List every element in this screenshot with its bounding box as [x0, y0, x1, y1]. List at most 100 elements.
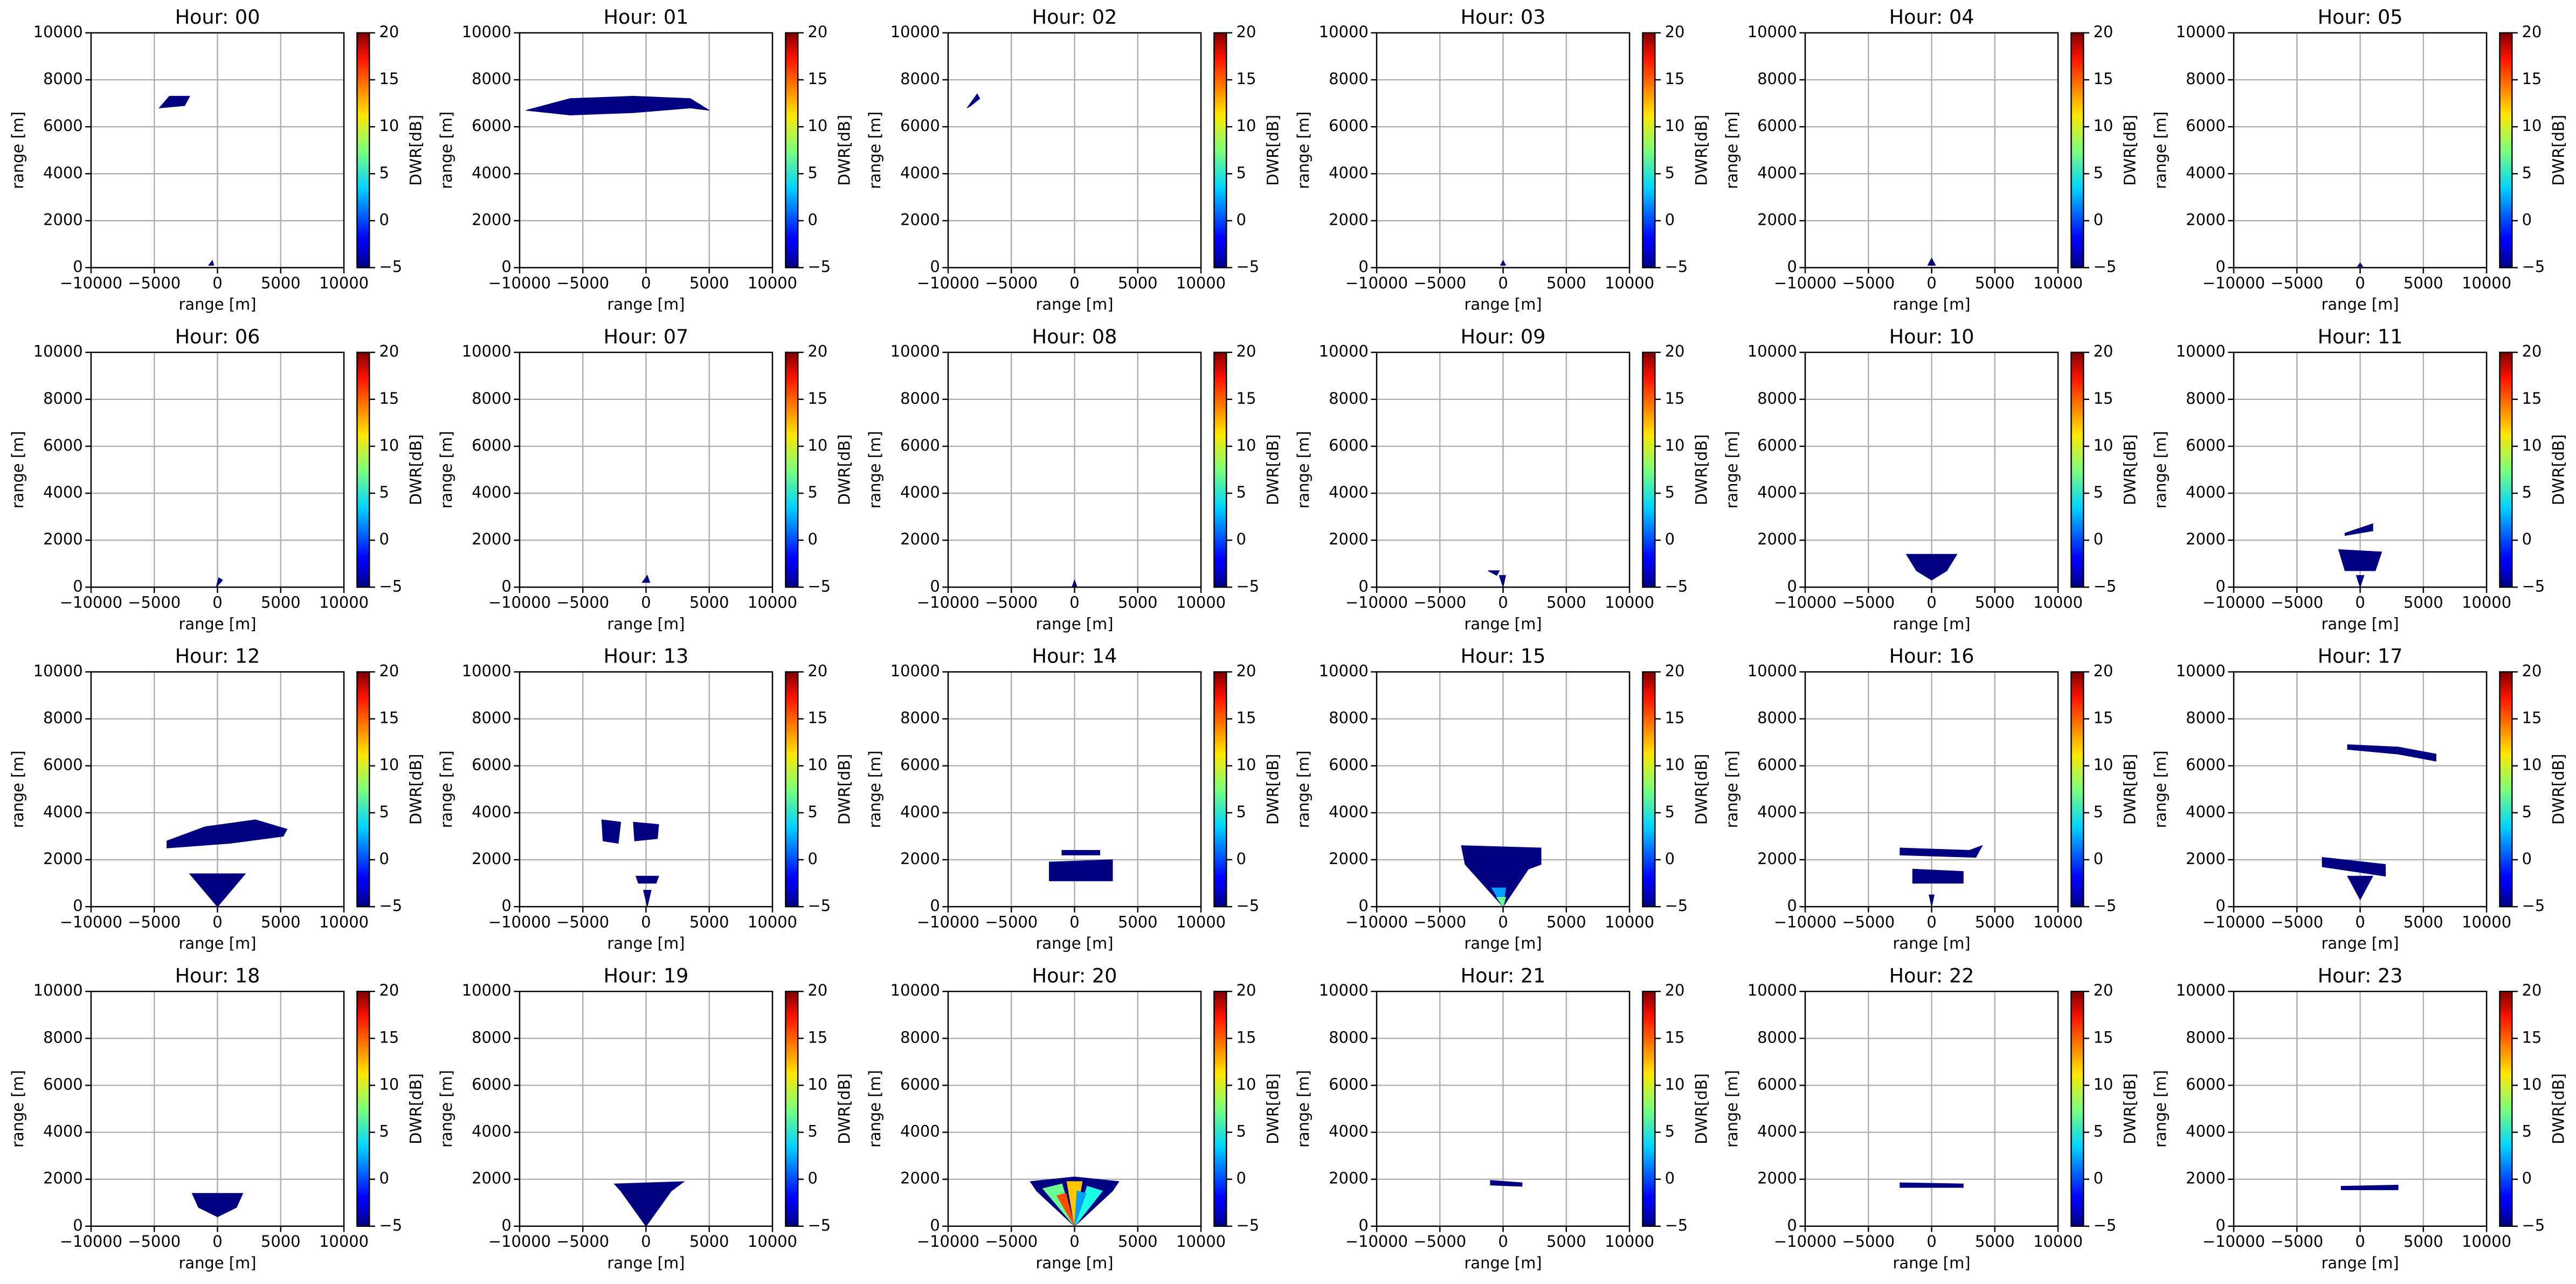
y-tick-label: 4000: [1757, 163, 1797, 182]
y-tick-label: 8000: [900, 70, 940, 88]
colorbar: [2499, 351, 2513, 588]
y-tick-label: 2000: [2186, 1169, 2226, 1188]
subplot: Hour: 05 −10000 −5000 0 5000 10000 0 2000 4000 60…: [2151, 5, 2568, 314]
colorbar-label: DWR[dB]: [407, 754, 425, 825]
colorbar-tick-label: 15: [1665, 1028, 1685, 1046]
colorbar-tick-label: 0: [1237, 210, 1246, 229]
x-tick-label: 0: [2355, 274, 2365, 292]
y-axis-label: range [m]: [2151, 112, 2170, 189]
x-tick-label: 5000: [261, 913, 301, 931]
y-tick-label: 0: [1358, 258, 1368, 276]
colorbar-tick-label: 10: [1237, 1075, 1256, 1093]
y-tick-label: 8000: [1329, 389, 1369, 408]
x-tick-label: −5000: [556, 1232, 609, 1251]
y-tick-label: 8000: [43, 70, 83, 88]
x-tick-label: −10000: [917, 913, 979, 931]
y-tick-label: 2000: [1757, 530, 1797, 548]
colorbar-tick-label: 0: [1665, 850, 1675, 868]
y-axis-label: range [m]: [1294, 431, 1313, 508]
subplot: Hour: 15 −10000 −5000 0 5000 10000 0 2000 4000 60…: [1294, 645, 1711, 953]
data-patch: [633, 822, 659, 841]
x-tick-label: 10000: [2033, 274, 2083, 292]
x-tick-label: −10000: [488, 1232, 551, 1251]
x-axis-label: range [m]: [1893, 934, 1971, 952]
subplot: Hour: 06 −10000 −5000 0 5000 10000 0 2000 4000 60…: [9, 325, 425, 633]
colorbar-tick-label: −5: [808, 896, 831, 915]
y-tick-label: 2000: [472, 850, 512, 868]
y-tick-label: 10000: [1319, 981, 1369, 999]
colorbar: [1213, 671, 1227, 908]
colorbar-tick-label: 10: [1237, 756, 1256, 774]
x-tick-label: 5000: [261, 1232, 301, 1251]
colorbar-tick-label: 10: [1665, 1075, 1685, 1093]
subplot-title: Hour: 15: [1461, 645, 1546, 668]
colorbar-tick-label: 15: [1665, 70, 1685, 88]
data-patch: [167, 819, 288, 848]
x-tick-label: −10000: [917, 274, 979, 292]
subplot-title: Hour: 03: [1461, 5, 1546, 29]
colorbar-tick-label: 15: [2094, 709, 2114, 727]
x-tick-label: −10000: [2202, 274, 2265, 292]
colorbar-tick-label: 0: [2522, 210, 2532, 229]
subplot-title: Hour: 17: [2318, 645, 2403, 668]
y-tick-label: 4000: [1329, 803, 1369, 821]
y-tick-label: 2000: [43, 850, 83, 868]
x-tick-label: 0: [1926, 593, 1936, 612]
subplot-title: Hour: 04: [1889, 5, 1974, 29]
colorbar-label: DWR[dB]: [407, 1073, 425, 1144]
x-tick-label: −5000: [1413, 274, 1466, 292]
y-tick-label: 10000: [1319, 661, 1369, 680]
x-tick-label: −5000: [985, 1232, 1038, 1251]
colorbar-tick-label: 0: [2094, 210, 2103, 229]
y-tick-label: 4000: [2186, 1122, 2226, 1141]
subplot: Hour: 22 −10000 −5000 0 5000 10000 0 2000 4000 60…: [1723, 964, 2139, 1272]
colorbar-tick-label: 15: [808, 389, 828, 408]
x-tick-label: 10000: [748, 274, 797, 292]
x-tick-label: 10000: [2462, 1232, 2511, 1251]
data-patch: [1488, 570, 1500, 576]
y-tick-label: 0: [73, 577, 82, 595]
x-tick-label: 10000: [748, 593, 797, 612]
y-tick-label: 0: [2215, 1216, 2225, 1234]
colorbar-label: DWR[dB]: [835, 434, 854, 506]
colorbar: [785, 990, 799, 1227]
colorbar-label: DWR[dB]: [2121, 434, 2139, 506]
y-tick-label: 10000: [33, 23, 83, 41]
data-patch: [1074, 1190, 1087, 1226]
x-tick-label: 5000: [1118, 1232, 1158, 1251]
colorbar-tick-label: 20: [1237, 342, 1256, 361]
subplot: Hour: 09 −10000 −5000 0 5000 10000 0 2000 4000 60…: [1294, 325, 1711, 633]
x-tick-label: 0: [1926, 274, 1936, 292]
y-tick-label: 2000: [472, 1169, 512, 1188]
y-tick-label: 4000: [472, 1122, 512, 1141]
x-axis-label: range [m]: [607, 1254, 685, 1272]
y-tick-label: 0: [73, 896, 82, 915]
x-tick-label: −10000: [60, 1232, 122, 1251]
y-tick-label: 10000: [2176, 23, 2226, 41]
colorbar-tick-label: 20: [808, 23, 828, 41]
x-axis-label: range [m]: [2322, 1254, 2399, 1272]
colorbar-tick-label: 15: [2522, 389, 2542, 408]
subplot-title: Hour: 09: [1461, 325, 1546, 348]
subplot-title: Hour: 05: [2318, 5, 2403, 29]
colorbar-tick-label: 5: [1237, 1122, 1246, 1141]
y-tick-label: 8000: [2186, 70, 2226, 88]
y-tick-label: 10000: [890, 661, 940, 680]
y-tick-label: 10000: [462, 23, 512, 41]
colorbar-tick-label: 10: [808, 436, 828, 454]
y-axis-label: range [m]: [437, 750, 455, 828]
data-patch: [643, 889, 652, 907]
x-tick-label: 10000: [319, 274, 369, 292]
x-tick-label: 0: [2355, 913, 2365, 931]
colorbar-tick-label: 15: [808, 70, 828, 88]
y-tick-label: 10000: [890, 981, 940, 999]
y-axis-label: range [m]: [9, 112, 27, 189]
colorbar-tick-label: 5: [1665, 803, 1675, 821]
x-axis-label: range [m]: [607, 295, 685, 314]
y-tick-label: 0: [73, 1216, 82, 1234]
data-patch: [1900, 1182, 1964, 1188]
y-tick-label: 0: [501, 577, 511, 595]
colorbar-tick-label: 20: [2094, 23, 2114, 41]
colorbar-tick-label: 15: [379, 1028, 399, 1046]
subplot: Hour: 00 −10000 −5000 0 5000 10000 0 2000 4000 60…: [9, 5, 425, 314]
